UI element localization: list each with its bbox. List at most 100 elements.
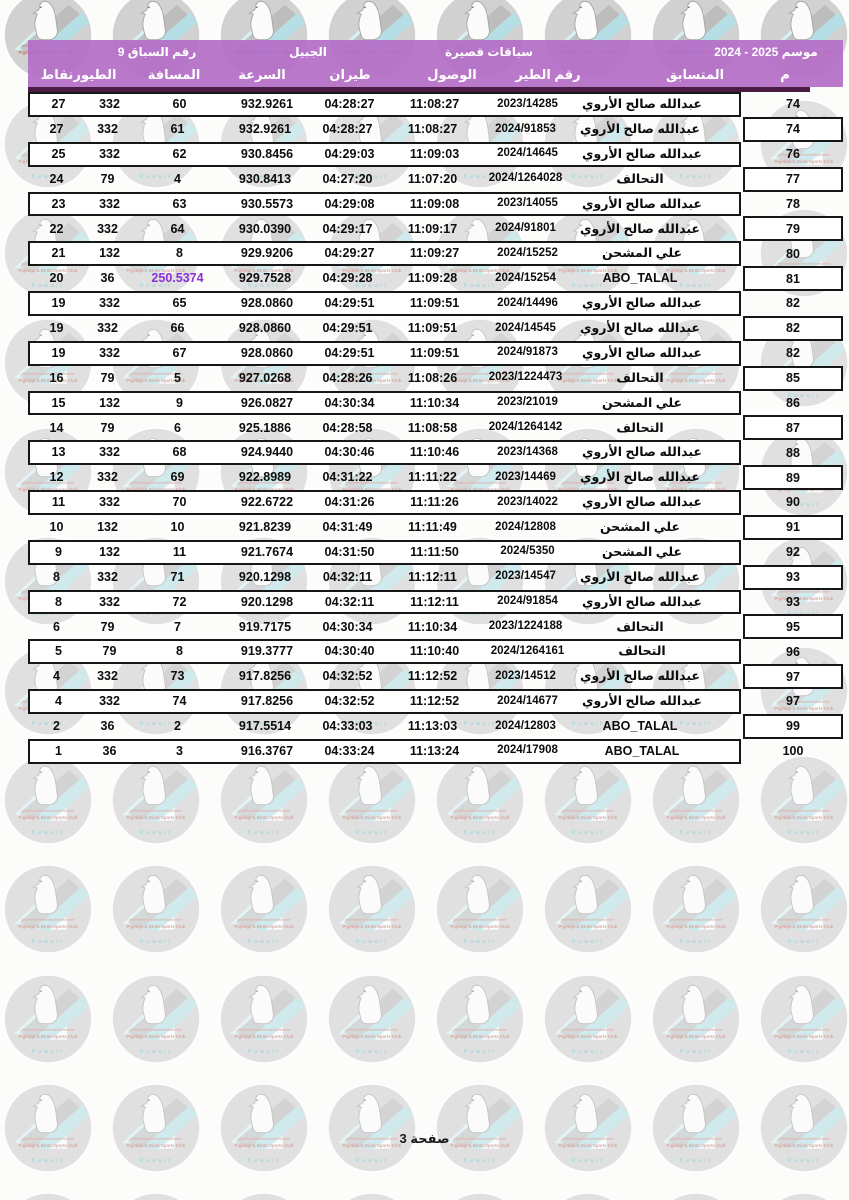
cell-fly: 04:30:40 [324,644,375,659]
row-rank-box: 79 [743,216,843,242]
svg-text:Kuwait: Kuwait [788,1158,821,1164]
table-row: 4 332 73 917.8256 04:32:52 11:12:52 2023/14512… [28,664,843,689]
cell-name: التحالف [616,619,664,634]
cell-fly: 04:28:27 [324,97,375,112]
club-watermark: Pigeons & Birds Sports Club Kuwait [217,862,311,956]
table-row: 2 36 2 917.5514 04:33:03 11:13:03 2024/12803 AB… [28,713,843,739]
table-row: 19 332 67 928.0860 04:29:51 11:09:51 2024/9187… [28,340,843,366]
cell-dist: 70 [172,495,187,510]
cell-speed: 924.9440 [240,445,294,460]
club-watermark: Pigeons & Birds Sports Club Kuwait [325,1081,419,1175]
column-header-dist: المسافة [147,67,201,82]
cell-pts: 1 [55,743,62,758]
club-watermark: Pigeons & Birds Sports Club Kuwait [109,972,203,1066]
row-rank-box: 85 [743,365,843,391]
row-main-box: 27 332 61 932.9261 04:28:27 11:08:27 2024/9185… [28,117,741,142]
svg-text:Pigeons & Birds Sports Club: Pigeons & Birds Sports Club [343,1034,402,1039]
row-main-box: 19 332 65 928.0860 04:29:51 11:09:51 2024/1449… [28,291,741,316]
cell-m: 81 [786,271,800,286]
cell-name: عبدالله صالح الأروي [580,669,700,684]
club-watermark: Pigeons & Birds Sports Club Kuwait [109,1081,203,1175]
row-main-box: 2 36 2 917.5514 04:33:03 11:13:03 2024/12803 AB… [28,714,741,739]
table-row: 16 79 5 927.0268 04:28:26 11:08:26 2023/122447… [28,365,843,391]
table-row: 20 36 250.5374 929.7528 04:29:28 11:09:28 2024… [28,266,843,291]
cell-bird: 2023/14055 [497,197,558,210]
svg-text:Pigeons & Birds Sports Club: Pigeons & Birds Sports Club [343,268,402,273]
season-title: موسم 2025 - 2024 [714,45,818,59]
column-header-bird: رقم الطير [515,67,581,82]
row-rank-box: 91 [743,514,843,540]
cell-fly: 04:29:17 [322,221,373,236]
svg-text:Pigeons & Birds Sports Club: Pigeons & Birds Sports Club [235,1034,294,1039]
svg-text:Kuwait: Kuwait [32,1158,65,1164]
svg-text:Pigeons & Birds Sports Club: Pigeons & Birds Sports Club [343,378,402,383]
cell-m: 88 [786,445,800,460]
cell-fly: 04:30:34 [322,619,373,634]
cell-bird: 2024/14496 [497,296,558,309]
table-row: 12 332 69 922.8989 04:31:22 11:11:22 2023/1446… [28,465,843,490]
svg-text:Pigeons & Birds Sports Club: Pigeons & Birds Sports Club [775,1034,834,1039]
cell-arr: 11:10:34 [409,395,460,410]
cell-name: عبدالله صالح الأروي [580,321,700,336]
cell-fly: 04:29:51 [324,296,375,311]
cell-pts: 4 [55,694,62,709]
cell-arr: 11:11:26 [410,495,459,510]
cell-name: علي المشحن [601,395,683,410]
cell-fly: 04:33:24 [324,743,375,758]
svg-text:Pigeons & Birds Sports Club: Pigeons & Birds Sports Club [775,1143,834,1148]
row-main-box: 21 132 8 929.9206 04:29:27 11:09:27 2024/15252… [28,241,741,267]
svg-text:Pigeons & Birds Sports Club: Pigeons & Birds Sports Club [127,924,186,929]
cell-fly: 04:31:50 [324,544,375,559]
row-main-box: 19 332 67 928.0860 04:29:51 11:09:51 2024/9187… [28,340,741,366]
cell-bird: 2023/1224473 [488,371,563,384]
svg-text:Pigeons & Birds Sports Club: Pigeons & Birds Sports Club [559,1143,618,1148]
cell-m: 93 [786,570,800,585]
cell-birds: 79 [100,420,115,435]
club-watermark: Pigeons & Birds Sports Club Kuwait [217,972,311,1066]
cell-dist: 66 [170,321,185,336]
cell-fly: 04:29:51 [324,345,375,360]
cell-pts: 13 [51,445,66,460]
svg-text:Kuwait: Kuwait [788,393,821,399]
row-rank-box: 80 [743,241,843,266]
svg-text:Pigeons & Birds Sports Club: Pigeons & Birds Sports Club [19,815,78,820]
cell-arr: 11:09:51 [409,296,460,311]
cell-arr: 11:11:50 [410,544,459,559]
cell-speed: 932.9261 [240,97,294,112]
cell-m: 80 [786,246,800,261]
cell-pts: 10 [49,520,64,535]
row-main-box: 10 132 10 921.8239 04:31:49 11:11:49 2024/1280… [28,515,741,540]
club-watermark: Pigeons & Birds Sports Club Kuwait [541,862,635,956]
svg-text:Pigeons & Birds Sports Club: Pigeons & Birds Sports Club [451,815,510,820]
row-rank-box: 74 [743,116,843,142]
cell-fly: 04:29:03 [324,146,375,161]
cell-birds: 36 [100,271,115,286]
cell-birds: 332 [99,146,120,161]
club-watermark: Pigeons & Birds Sports Club Kuwait [217,1190,311,1200]
row-main-box: 25 332 62 930.8456 04:29:03 11:09:03 2024/1464… [28,141,741,167]
cell-pts: 6 [53,619,60,634]
club-watermark: Pigeons & Birds Sports Club Kuwait [217,1081,311,1175]
svg-text:Kuwait: Kuwait [32,174,65,180]
cell-name: علي المشحن [601,544,683,559]
row-rank-box: 76 [743,142,843,167]
row-main-box: 11 332 70 922.6722 04:31:26 11:11:26 2023/1402… [28,490,741,515]
club-watermark: Pigeons & Birds Sports Club Kuwait [1,1081,95,1175]
cell-bird: 2024/17908 [497,744,558,757]
cell-name: عبدالله صالح الأروي [582,196,702,211]
svg-text:Kuwait: Kuwait [32,1049,65,1055]
svg-text:Kuwait: Kuwait [248,1049,281,1055]
club-watermark: Pigeons & Birds Sports Club Kuwait [1,753,95,847]
cell-arr: 11:10:46 [409,445,460,460]
cell-arr: 11:07:20 [407,171,458,186]
row-main-box: 5 79 8 919.3777 04:30:40 11:10:40 2024/1264161… [28,639,741,665]
svg-text:Pigeons & Birds Sports Club: Pigeons & Birds Sports Club [19,924,78,929]
cell-speed: 930.0390 [238,221,292,236]
svg-text:Kuwait: Kuwait [140,939,173,945]
cell-arr: 11:09:28 [407,271,458,286]
table-row: 27 332 61 932.9261 04:28:27 11:08:27 2024/9185… [28,116,843,142]
svg-text:Pigeons & Birds Sports Club: Pigeons & Birds Sports Club [775,815,834,820]
club-watermark: Pigeons & Birds Sports Club Kuwait [1,972,95,1066]
svg-text:Pigeons & Birds Sports Club: Pigeons & Birds Sports Club [19,268,78,273]
row-rank-box: 95 [743,614,843,640]
